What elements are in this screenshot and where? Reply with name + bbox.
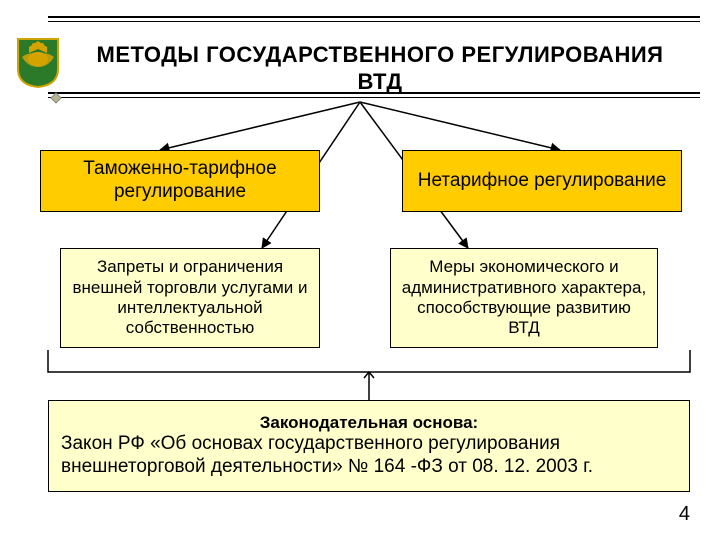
legal-basis-text: Закон РФ «Об основах государственного ре… (57, 433, 681, 479)
legal-basis-heading: Законодательная основа: (260, 413, 478, 433)
legal-basis-box: Законодательная основа: Закон РФ «Об осн… (48, 400, 690, 492)
page-number: 4 (679, 503, 690, 526)
